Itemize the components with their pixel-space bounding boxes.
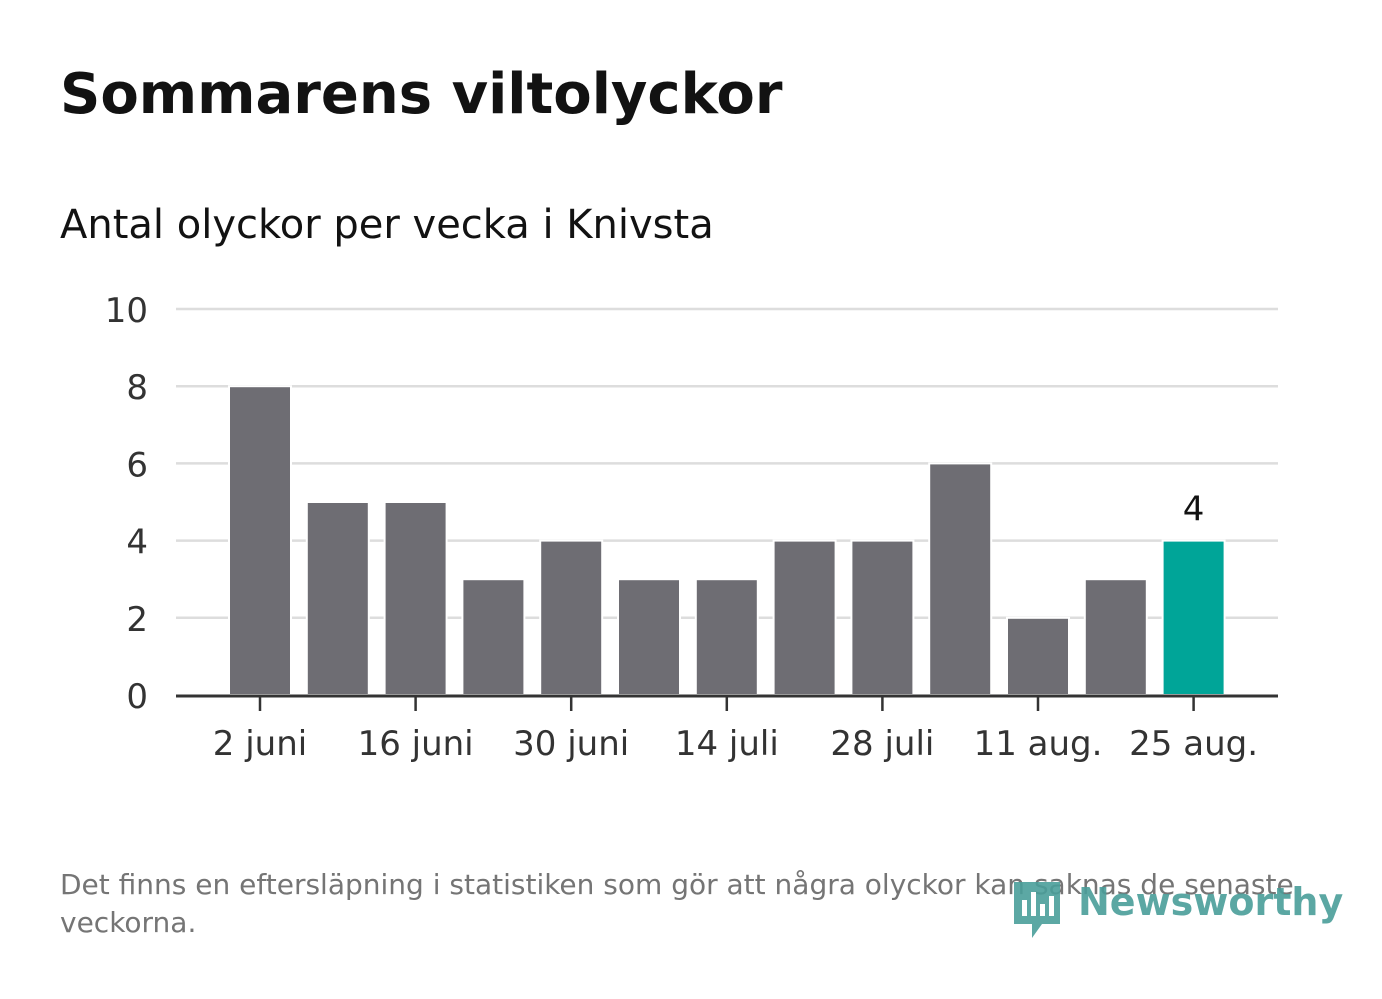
- x-tick-label: 2 juni: [213, 724, 307, 764]
- bar: [928, 462, 993, 696]
- chart-title: Sommarens viltolyckor: [60, 62, 783, 127]
- x-tick-label: 28 juli: [830, 724, 934, 764]
- x-tick-label: 30 juni: [513, 724, 629, 764]
- bar: [539, 539, 604, 696]
- y-tick-label: 0: [126, 677, 148, 717]
- y-tick-label: 4: [126, 523, 148, 563]
- bar: [228, 385, 292, 696]
- y-tick-label: 6: [126, 445, 148, 485]
- x-tick-label: 11 aug.: [974, 724, 1103, 764]
- newsworthy-bar-chart-icon: [1014, 882, 1060, 938]
- bar: [1006, 616, 1070, 696]
- bar: [383, 501, 448, 696]
- y-tick-label: 8: [126, 368, 148, 408]
- x-tick-label: 14 juli: [675, 724, 779, 764]
- logo-text: Newsworthy: [1078, 880, 1344, 924]
- newsworthy-logo: Newsworthy: [1010, 878, 1343, 946]
- highlighted-bar: [1161, 539, 1226, 696]
- bar: [850, 539, 915, 696]
- bar: [617, 578, 681, 697]
- bar: [694, 578, 759, 697]
- bar-chart: 0 2 4 6 8 10 2 juni 16 juni 30 juni 14 juli 28 jul…: [105, 291, 1278, 764]
- x-tick-label: 25 aug.: [1129, 724, 1258, 764]
- bar: [461, 578, 526, 697]
- footnote: Det finns en eftersläpning i statistiken…: [60, 868, 1294, 939]
- x-tick-label: 16 juni: [358, 724, 474, 764]
- data-label: 4: [1183, 490, 1205, 530]
- bar: [772, 539, 837, 696]
- y-tick-label: 10: [105, 291, 148, 331]
- bar: [305, 501, 370, 696]
- chart-subtitle: Antal olyckor per vecka i Knivsta: [60, 202, 714, 248]
- y-tick-label: 2: [126, 600, 148, 640]
- bar: [1083, 578, 1148, 697]
